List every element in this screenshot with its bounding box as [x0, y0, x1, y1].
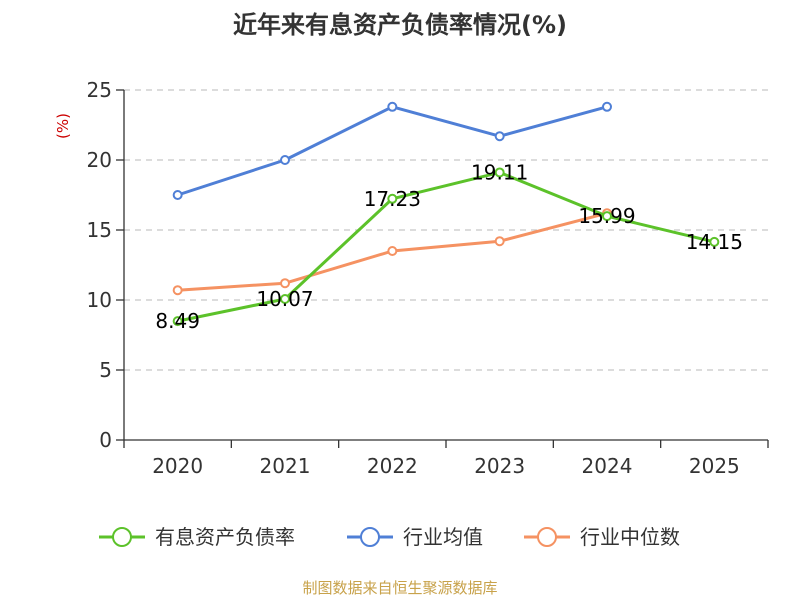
- y-axis-label: (%): [54, 113, 72, 139]
- y-tick-label: 25: [87, 78, 112, 102]
- data-point: [172, 285, 183, 296]
- legend-marker: [360, 527, 380, 547]
- data-point: [280, 294, 290, 305]
- y-tick-label: 10: [87, 288, 112, 312]
- data-label: 10.07: [256, 287, 313, 311]
- data-label: 19.11: [471, 160, 528, 184]
- legend-item[interactable]: 有息资产负债率: [99, 525, 295, 549]
- data-labels: 8.49 10.07 17.23 19.11 15.99 14.15: [155, 160, 743, 333]
- y-tick-label: 5: [99, 358, 112, 382]
- data-label: 14.15: [686, 230, 743, 254]
- data-label: 8.49: [155, 309, 200, 333]
- chart-title: 近年来有息资产负债率情况(%): [233, 11, 567, 39]
- legend-marker: [112, 527, 132, 547]
- data-point: [387, 193, 398, 204]
- data-point: [709, 236, 720, 247]
- data-point: [172, 190, 183, 200]
- grid-lines: [124, 89, 768, 371]
- data-point: [387, 101, 398, 112]
- data-label: 15.99: [578, 204, 635, 228]
- data-point: [494, 236, 505, 247]
- data-point: [494, 131, 505, 142]
- legend-label: 有息资产负债率: [155, 525, 295, 549]
- data-point: [280, 278, 290, 289]
- series-lines: [172, 101, 720, 327]
- legend-item[interactable]: 行业均值: [347, 525, 483, 549]
- y-tick-label: 20: [87, 148, 112, 172]
- data-point: [387, 246, 398, 256]
- data-point: [602, 101, 612, 112]
- data-point: [494, 167, 505, 178]
- x-tick-label: 2023: [474, 454, 525, 478]
- x-tick-label: 2022: [367, 454, 418, 478]
- x-tick-label: 2025: [689, 454, 740, 478]
- x-tick-label: 2024: [582, 454, 633, 478]
- legend-label: 行业均值: [403, 525, 483, 549]
- x-tick-label: 2021: [260, 454, 311, 478]
- x-tick-label: 2020: [152, 454, 203, 478]
- data-point: [602, 211, 612, 222]
- legend[interactable]: 有息资产负债率 行业均值 行业中位数: [99, 525, 680, 549]
- legend-item[interactable]: 行业中位数: [524, 525, 680, 549]
- y-tick-label: 0: [99, 428, 112, 452]
- data-label: 17.23: [364, 187, 421, 211]
- series-line: [177, 170, 715, 323]
- legend-label: 行业中位数: [580, 525, 680, 549]
- data-point: [280, 155, 290, 165]
- legend-marker: [537, 527, 557, 547]
- y-tick-label: 15: [87, 218, 112, 242]
- series-line: [177, 105, 608, 197]
- source-note: 制图数据来自恒生聚源数据库: [302, 579, 497, 597]
- data-point: [172, 316, 183, 327]
